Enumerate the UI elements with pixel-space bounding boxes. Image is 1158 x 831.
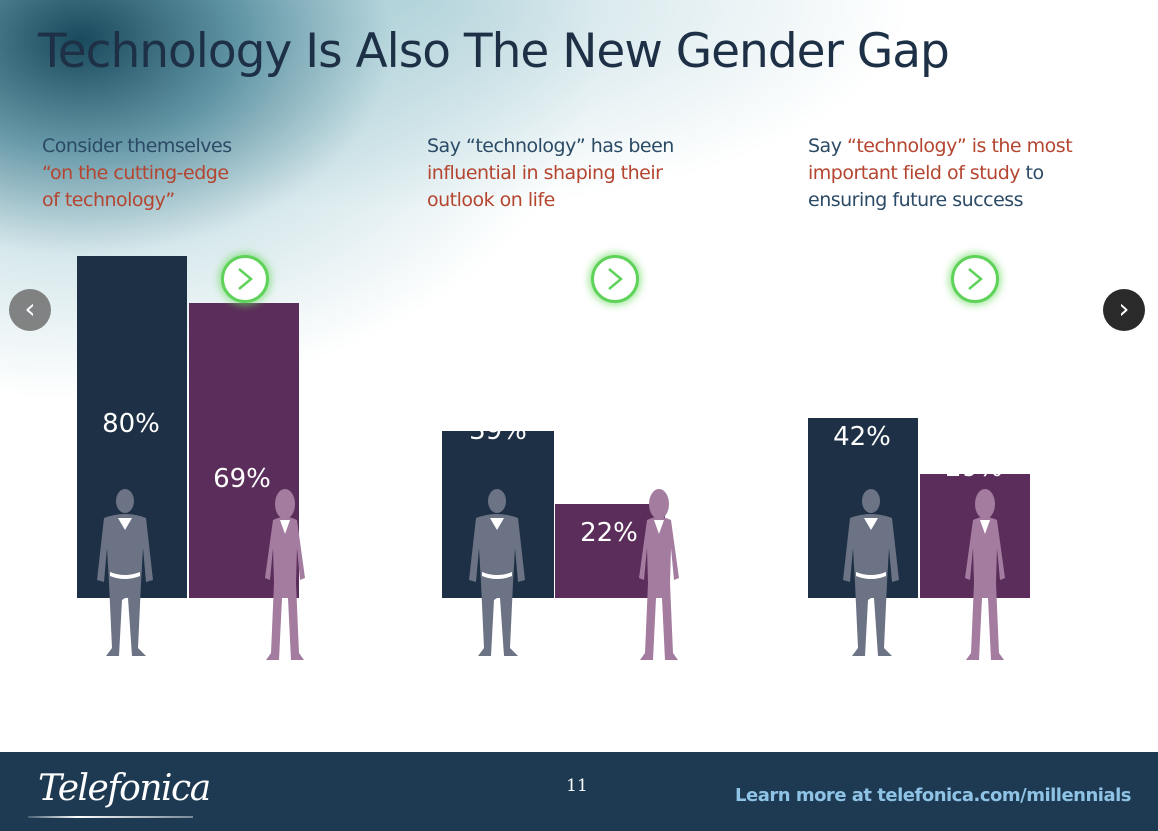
arrow-right-circle-icon[interactable] — [591, 255, 639, 303]
caption-3-line-3: ensuring future success — [808, 189, 1024, 211]
male-silhouette-icon — [843, 489, 899, 656]
male-silhouette-icon — [469, 489, 525, 656]
female-silhouette-icon — [639, 489, 679, 660]
chart-1-label-male: 80% — [102, 409, 160, 439]
caption-3-line-2-a: important field of study — [808, 162, 1021, 184]
slide-title: Technology Is Also The New Gender Gap — [38, 24, 950, 79]
caption-2: Say “technology” has been influential in… — [427, 133, 674, 214]
chart-1-label-female: 69% — [213, 464, 271, 494]
chart-3-label-female: 29% — [945, 453, 1003, 483]
arrow-right-circle-icon[interactable] — [951, 255, 999, 303]
caption-2-line-1: Say “technology” has been — [427, 135, 674, 157]
learn-more-link[interactable]: Learn more at telefonica.com/millennials — [735, 785, 1131, 806]
caption-3-line-2-b: to — [1020, 162, 1045, 184]
male-silhouette-icon — [97, 489, 153, 656]
female-silhouette-icon — [965, 489, 1005, 660]
arrow-right-circle-icon[interactable] — [221, 255, 269, 303]
caption-1-line-3: of technology” — [42, 189, 175, 211]
page-number: 11 — [566, 776, 588, 796]
caption-2-line-2: influential in shaping their — [427, 162, 663, 184]
next-slide-button[interactable]: › — [1103, 289, 1145, 331]
caption-3-line-1-b: “technology” is the most — [847, 135, 1073, 157]
background — [0, 0, 1158, 752]
female-silhouette-icon — [265, 489, 305, 660]
footer-bar — [0, 752, 1158, 831]
chart-3-label-male: 42% — [833, 422, 891, 452]
caption-3-line-2: important field of study to — [808, 160, 1072, 187]
caption-1-line-2: “on the cutting-edge — [42, 162, 229, 184]
prev-slide-button[interactable]: ‹ — [9, 289, 51, 331]
chevron-left-icon: ‹ — [24, 292, 36, 325]
caption-3-line-1: Say “technology” is the most — [808, 133, 1073, 160]
chart-2-label-female: 22% — [580, 518, 638, 548]
caption-2-line-3: outlook on life — [427, 189, 555, 211]
caption-3: Say “technology” is the most important f… — [808, 133, 1073, 214]
chevron-right-icon: › — [1118, 292, 1130, 325]
caption-3-line-1-a: Say — [808, 135, 847, 157]
caption-1-line-1: Consider themselves — [42, 135, 232, 157]
telefonica-logo: Telefonica — [38, 768, 211, 809]
logo-underline — [28, 816, 193, 818]
caption-1: Consider themselves “on the cutting-edge… — [42, 133, 232, 214]
chart-2-label-male: 39% — [469, 416, 527, 446]
